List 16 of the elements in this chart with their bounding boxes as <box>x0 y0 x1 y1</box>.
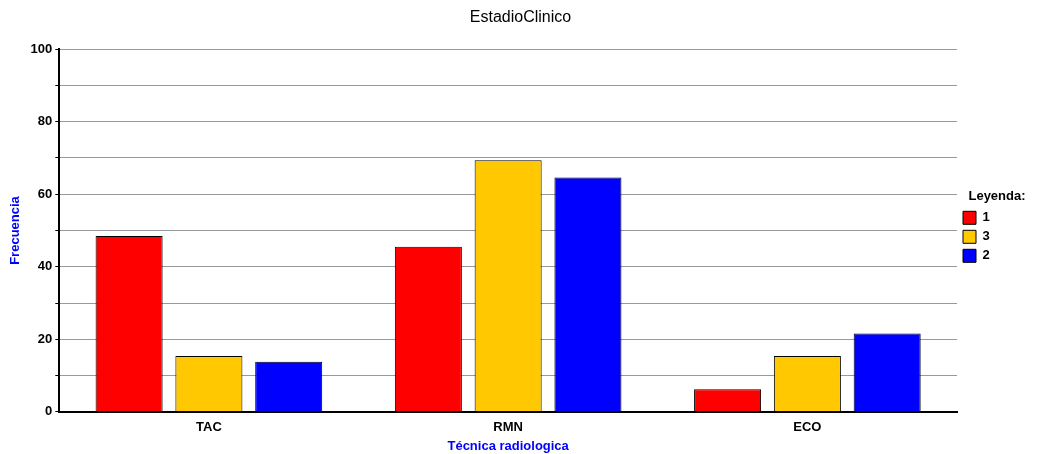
y-tick-label: 40 <box>37 258 53 274</box>
x-axis-title: Técnica radiologica <box>447 437 570 453</box>
y-tick-label: 80 <box>37 113 53 129</box>
y-tick-label: 0 <box>45 403 53 419</box>
legend-label: 3 <box>982 228 990 244</box>
x-tick-label: TAC <box>196 419 223 435</box>
y-axis-title: Frecuencia <box>7 195 23 265</box>
y-tick-label: 60 <box>37 185 53 201</box>
x-tick-label: RMN <box>493 419 523 435</box>
legend-title: Leyenda: <box>968 187 1026 203</box>
legend-label: 1 <box>982 209 990 225</box>
y-tick-label: 100 <box>30 40 53 56</box>
legend-label: 2 <box>982 247 990 263</box>
x-tick-label: ECO <box>793 419 822 435</box>
y-tick-label: 20 <box>37 330 53 346</box>
chart-title: EstadioClinico <box>469 8 572 26</box>
